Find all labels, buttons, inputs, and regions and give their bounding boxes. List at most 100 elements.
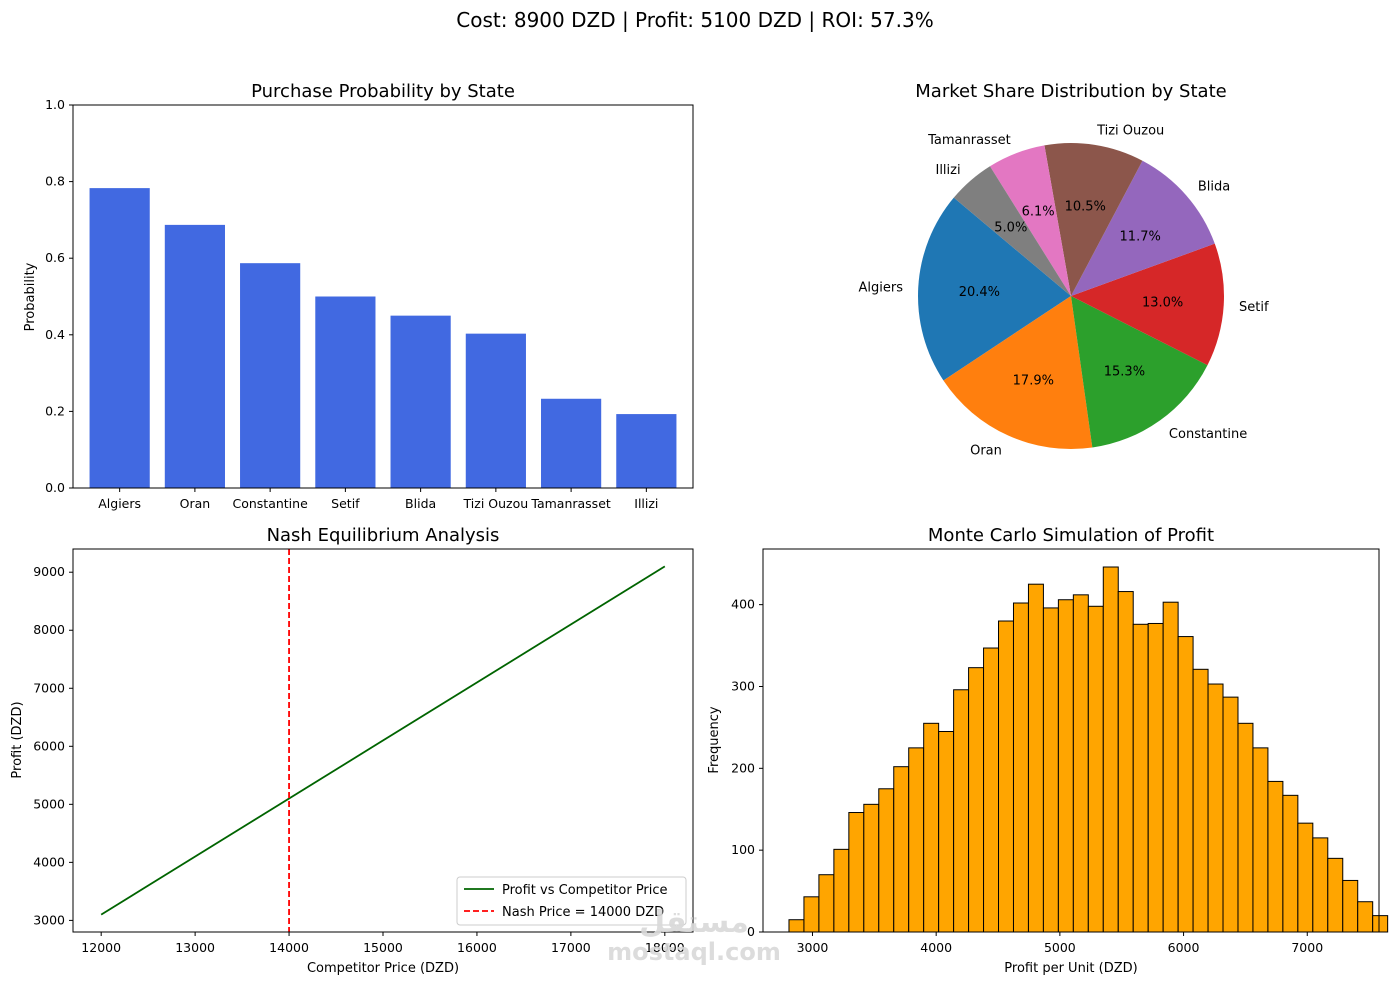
x-tick-label: Oran (180, 496, 211, 511)
monte-carlo-histogram: Monte Carlo Simulation of Profit 3000 400… (707, 525, 1389, 976)
pie-label-tamanrasset: Tamanrasset (927, 133, 1011, 148)
histogram-bin (1072, 594, 1089, 933)
pie-label-oran: Oran (970, 443, 1002, 458)
y-tick-label: 8000 (33, 622, 65, 637)
purchase-probability-title: Purchase Probability by State (251, 81, 515, 102)
nash-equilibrium-chart: Nash Equilibrium Analysis 12000 13000 1400… (10, 525, 694, 976)
plot-frame (72, 104, 694, 489)
legend-box (456, 876, 687, 926)
y-tick-label: 6000 (33, 738, 65, 753)
histogram-bin (803, 896, 820, 933)
x-tick-label: 3000 (797, 940, 829, 955)
y-tick-label: 0 (747, 924, 755, 939)
bar-blida (390, 315, 451, 488)
pie-pct-blida: 11.7% (1120, 230, 1161, 245)
pie-label-setif: Setif (1239, 300, 1269, 315)
histogram-bin (833, 848, 850, 933)
watermark-url: mostaql.com (607, 938, 781, 966)
histogram-bin (938, 730, 955, 933)
bar-algiers (89, 188, 150, 488)
histogram-bin (953, 689, 970, 933)
histogram-bin (863, 803, 880, 933)
histogram-bin (1252, 747, 1269, 933)
x-tick-label: Setif (331, 496, 360, 511)
histogram-bin (923, 722, 940, 933)
y-tick-label: 0.6 (45, 250, 65, 265)
histogram-bin (818, 874, 835, 933)
bar-setif (315, 296, 376, 488)
x-tick-label: 13000 (175, 940, 215, 955)
plot-frame (762, 548, 1380, 933)
bar-tamanrasset (541, 398, 602, 488)
histogram-bin (1087, 605, 1104, 933)
x-tick-label: Tamanrasset (530, 496, 610, 511)
histogram-bin (908, 747, 925, 933)
histogram-bin (1132, 623, 1149, 933)
bar-illizi (616, 414, 677, 488)
histogram-bin (1372, 915, 1389, 933)
pie-slice-blida (1071, 160, 1215, 296)
bar-constantine (240, 263, 301, 488)
x-tick-label: 17000 (551, 940, 591, 955)
pie-pct-illizi: 5.0% (994, 221, 1027, 236)
pie-slice-setif (1071, 243, 1225, 366)
watermark: مستقل mostaql.com (607, 905, 781, 966)
legend-label-profit: Profit vs Competitor Price (502, 883, 668, 898)
histogram-bin (1102, 566, 1119, 933)
nash-equilibrium-title: Nash Equilibrium Analysis (267, 525, 500, 546)
histogram-bin (1042, 607, 1059, 933)
y-tick-label: 9000 (33, 564, 65, 579)
x-tick-label: Illizi (634, 496, 658, 511)
x-axis-label: Competitor Price (DZD) (307, 961, 459, 976)
histogram-bin (998, 620, 1014, 933)
histogram-bin (1342, 879, 1359, 933)
watermark-arabic: مستقل (639, 905, 749, 940)
pie-slice-illizi (953, 166, 1071, 296)
x-tick-label: 18000 (645, 940, 685, 955)
y-tick-label: 3000 (33, 912, 65, 927)
pie-slice-algiers (918, 197, 1071, 381)
y-tick-label: 200 (731, 760, 755, 775)
pie-label-tizi-ouzou: Tizi Ouzou (1096, 124, 1164, 139)
x-tick-label: 15000 (363, 940, 403, 955)
histogram-bin (878, 788, 895, 933)
legend-label-nash: Nash Price = 14000 DZD (502, 905, 664, 920)
histogram-bin (1147, 622, 1164, 933)
histogram-bin (1027, 583, 1044, 933)
pie-pct-algiers: 20.4% (959, 285, 1000, 300)
pie-pct-tizi-ouzou: 10.5% (1065, 199, 1106, 214)
histogram-bin (1357, 901, 1374, 933)
x-tick-label: 14000 (269, 940, 309, 955)
histogram-bin (1282, 794, 1299, 933)
histogram-bin (893, 766, 910, 933)
bar-tizi-ouzou (465, 333, 526, 488)
pie-pct-constantine: 15.3% (1104, 365, 1145, 380)
x-tick-label: 7000 (1291, 940, 1323, 955)
pie-label-constantine: Constantine (1169, 427, 1247, 442)
histogram-bin (1297, 822, 1314, 933)
histogram-bin (1222, 696, 1239, 933)
figure-suptitle: Cost: 8900 DZD | Profit: 5100 DZD | ROI:… (456, 8, 933, 32)
y-axis-label: Profit (DZD) (10, 701, 25, 778)
x-tick-label: Blida (405, 496, 436, 511)
pie-pct-tamanrasset: 6.1% (1022, 204, 1055, 219)
y-tick-label: 4000 (33, 854, 65, 869)
y-tick-label: 7000 (33, 680, 65, 695)
histogram-bin (1327, 857, 1344, 933)
histogram-bin (1177, 636, 1194, 933)
y-axis-label: Probability (23, 262, 38, 331)
pie-pct-setif: 13.0% (1142, 295, 1183, 310)
histogram-bin (1162, 601, 1179, 933)
x-tick-label: 16000 (457, 940, 497, 955)
market-share-pie-chart: Market Share Distribution by State Algie… (858, 81, 1268, 458)
x-tick-label: Constantine (232, 496, 308, 511)
legend: Profit vs Competitor Price Nash Price = … (456, 876, 687, 926)
pie-pct-oran: 17.9% (1013, 374, 1054, 389)
bar-oran (164, 224, 225, 488)
histogram-bin (848, 812, 865, 933)
profit-line (100, 565, 666, 916)
plot-frame (72, 548, 694, 933)
y-tick-label: 400 (731, 597, 755, 612)
y-tick-label: 0.4 (45, 327, 65, 342)
pie-slice-tamanrasset (989, 145, 1071, 296)
